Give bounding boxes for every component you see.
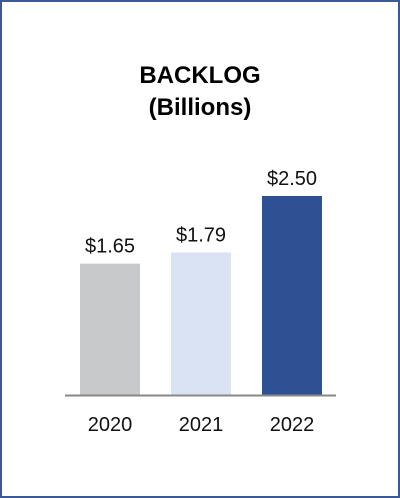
value-label-2021: $1.79 <box>176 225 226 247</box>
value-label-2020: $1.65 <box>85 236 135 258</box>
x-tick-label-2022: 2022 <box>270 414 315 436</box>
value-labels-group: $1.65 $1.79 $2.50 <box>85 168 317 258</box>
value-label-2022: $2.50 <box>267 168 317 190</box>
x-tick-label-2021: 2021 <box>179 414 224 436</box>
x-tick-label-2020: 2020 <box>88 414 133 436</box>
bars-group <box>80 196 322 395</box>
bar-2020 <box>80 263 140 395</box>
chart-title: BACKLOG <box>139 62 261 89</box>
chart-subtitle: (Billions) <box>148 94 252 121</box>
bar-2021 <box>171 252 231 395</box>
bar-2022 <box>262 196 322 395</box>
x-tick-labels-group: 2020 2021 2022 <box>88 414 315 436</box>
